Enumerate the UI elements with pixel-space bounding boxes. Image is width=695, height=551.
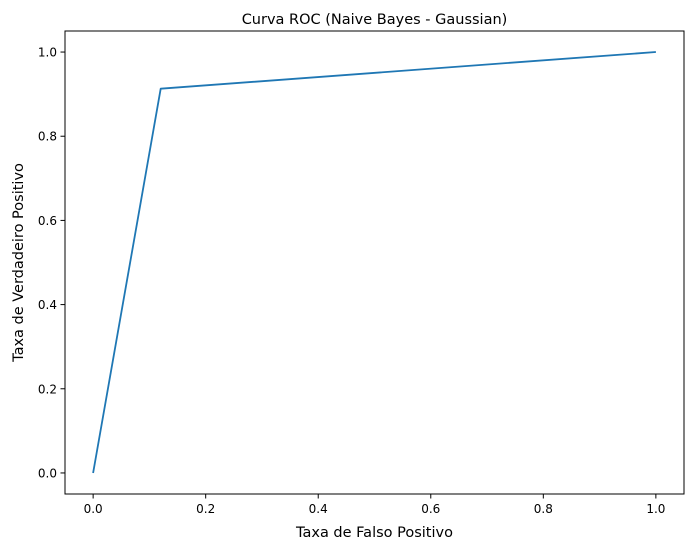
y-tick-label: 0.2 — [38, 382, 57, 396]
x-axis-ticks: 0.0 0.2 0.4 0.6 0.8 1.0 — [84, 494, 665, 516]
y-axis-label: Taxa de Verdadeiro Positivo — [11, 163, 27, 363]
y-tick-label: 0.4 — [38, 298, 57, 312]
x-tick-label: 0.0 — [84, 502, 103, 516]
x-tick-label: 0.8 — [534, 502, 553, 516]
plot-frame — [64, 30, 685, 495]
x-tick-label: 0.2 — [196, 502, 215, 516]
x-axis-label: Taxa de Falso Positivo — [295, 525, 453, 541]
chart-title: Curva ROC (Naive Bayes - Gaussian) — [242, 12, 508, 28]
series-layer — [92, 51, 656, 474]
y-tick-label: 0.8 — [38, 130, 57, 144]
roc-curve-line — [92, 51, 656, 474]
y-tick-label: 0.6 — [38, 214, 57, 228]
x-tick-label: 0.6 — [421, 502, 440, 516]
plot-area — [64, 30, 685, 495]
y-tick-label: 0.0 — [38, 466, 57, 480]
y-tick-label: 1.0 — [38, 46, 57, 60]
x-tick-label: 1.0 — [646, 502, 665, 516]
x-tick-label: 0.4 — [309, 502, 328, 516]
y-axis-ticks: 0.0 0.2 0.4 0.6 0.8 1.0 — [38, 46, 65, 480]
